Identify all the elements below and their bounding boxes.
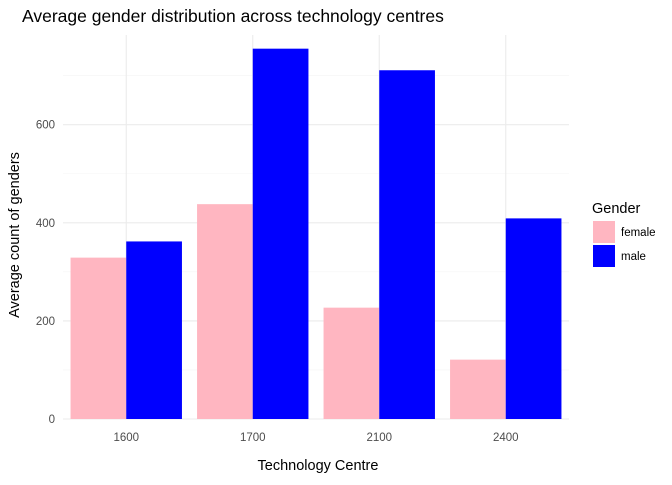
bar-female-1600 — [70, 257, 127, 419]
bar-female-2100 — [323, 307, 380, 419]
legend: Gender female male — [592, 201, 656, 267]
legend-items: female male — [593, 221, 656, 267]
bar-male-2400 — [505, 218, 562, 419]
y-axis-title: Average count of genders — [7, 152, 23, 318]
x-tick-label: 2400 — [493, 432, 519, 444]
x-axis-title: Technology Centre — [258, 458, 379, 474]
bar-male-2100 — [379, 70, 435, 419]
x-tick-label: 1600 — [113, 432, 139, 444]
x-axis-ticks: 1600 1700 2100 2400 — [113, 432, 518, 444]
bar-female-2400 — [450, 359, 506, 419]
y-tick-label: 400 — [36, 218, 55, 230]
bars — [70, 48, 562, 420]
legend-label-male: male — [621, 251, 646, 263]
legend-swatch-male — [593, 245, 615, 267]
y-tick-label: 0 — [49, 414, 55, 426]
bar-male-1700 — [252, 48, 309, 420]
legend-title: Gender — [592, 201, 641, 217]
x-tick-label: 1700 — [240, 432, 266, 444]
y-tick-label: 600 — [36, 120, 55, 132]
legend-swatch-female — [593, 221, 615, 243]
legend-label-female: female — [621, 227, 656, 239]
bar-male-1600 — [126, 241, 182, 419]
x-tick-label: 2100 — [366, 432, 392, 444]
chart-title: Average gender distribution across techn… — [22, 6, 444, 26]
y-axis-ticks: 0 200 400 600 — [36, 120, 55, 426]
bar-female-1700 — [197, 204, 253, 419]
y-tick-label: 200 — [36, 316, 55, 328]
